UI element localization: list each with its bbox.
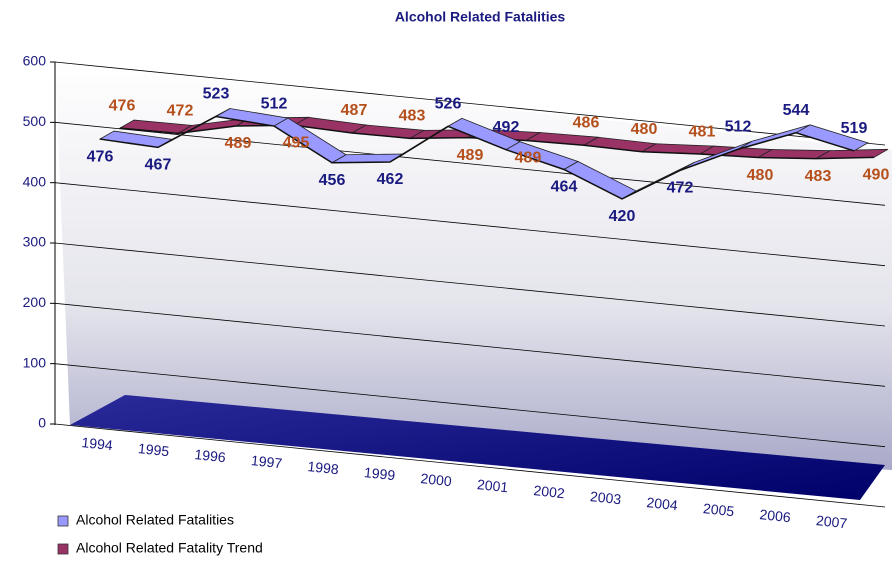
floor: [70, 395, 885, 500]
y-tick-label: 500: [23, 113, 47, 129]
legend-swatch: [57, 515, 69, 527]
x-tick-label: 2006: [759, 506, 792, 525]
data-label: 472: [667, 180, 694, 197]
x-tick-label: 2001: [476, 476, 509, 495]
data-label: 480: [631, 121, 658, 138]
grid-line: [54, 61, 886, 146]
x-tick-label: 2004: [646, 494, 679, 513]
y-tick-label: 100: [23, 354, 47, 370]
x-tick-label: 2007: [815, 512, 848, 531]
grid-line: [54, 302, 886, 387]
y-tick-label: 600: [23, 53, 47, 69]
back-wall: [55, 62, 892, 470]
x-tick-label: 2003: [589, 488, 622, 507]
data-label: 523: [203, 86, 230, 103]
x-tick-label: 2005: [702, 500, 735, 519]
x-tick-label: 1995: [137, 440, 170, 459]
chart-title: Alcohol Related Fatalities: [395, 9, 566, 25]
legend: Alcohol Related Fatalities Alcohol Relate…: [57, 512, 263, 556]
data-label: 456: [319, 172, 346, 189]
data-label: 480: [747, 167, 774, 184]
grid-line: [54, 242, 886, 327]
y-tick-label: 0: [38, 415, 46, 431]
data-label: 489: [457, 147, 484, 164]
data-label: 489: [225, 135, 252, 152]
data-label: 464: [551, 179, 578, 196]
data-label: 486: [573, 114, 600, 131]
grid-line: [54, 121, 886, 206]
data-label: 492: [493, 119, 520, 136]
data-label: 476: [87, 148, 114, 165]
data-label: 483: [805, 168, 832, 185]
x-tick-label: 2002: [533, 482, 566, 501]
grid-line: [54, 182, 886, 267]
x-tick-label: 1998: [307, 458, 340, 477]
legend-label: Alcohol Related Fatality Trend: [76, 540, 263, 556]
grid-line: [54, 363, 886, 448]
line: [99, 115, 855, 200]
x-tick-label: 1994: [81, 434, 114, 453]
x-tick-label: 1996: [194, 446, 227, 465]
data-label: 512: [261, 95, 288, 112]
x-tick-label: 1997: [250, 452, 283, 471]
data-label: 420: [609, 208, 636, 225]
y-tick-label: 200: [23, 294, 47, 310]
y-tick-label: 300: [23, 234, 47, 250]
data-label: 467: [145, 157, 172, 174]
data-label: 495: [283, 135, 310, 152]
y-tick-label: 400: [23, 173, 47, 189]
x-tick-label: 2000: [420, 470, 453, 489]
data-label: 462: [377, 171, 404, 188]
data-label: 487: [341, 102, 368, 119]
data-label: 489: [515, 150, 542, 167]
data-label: 519: [841, 120, 868, 137]
legend-swatch: [57, 543, 69, 555]
data-label: 490: [863, 167, 890, 184]
data-label: 476: [109, 97, 136, 114]
data-label: 481: [689, 123, 716, 140]
x-tick-label: 1999: [363, 464, 396, 483]
data-label: 483: [399, 108, 426, 125]
data-label: 544: [783, 102, 810, 119]
grid-line: [54, 423, 886, 508]
legend-label: Alcohol Related Fatalities: [76, 512, 234, 528]
data-label: 512: [725, 118, 752, 135]
data-label: 526: [435, 96, 462, 113]
data-label: 472: [167, 103, 194, 120]
